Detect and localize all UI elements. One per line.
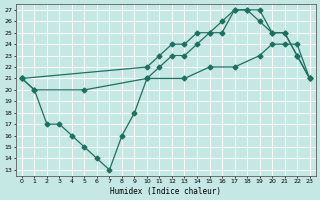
X-axis label: Humidex (Indice chaleur): Humidex (Indice chaleur) <box>110 187 221 196</box>
